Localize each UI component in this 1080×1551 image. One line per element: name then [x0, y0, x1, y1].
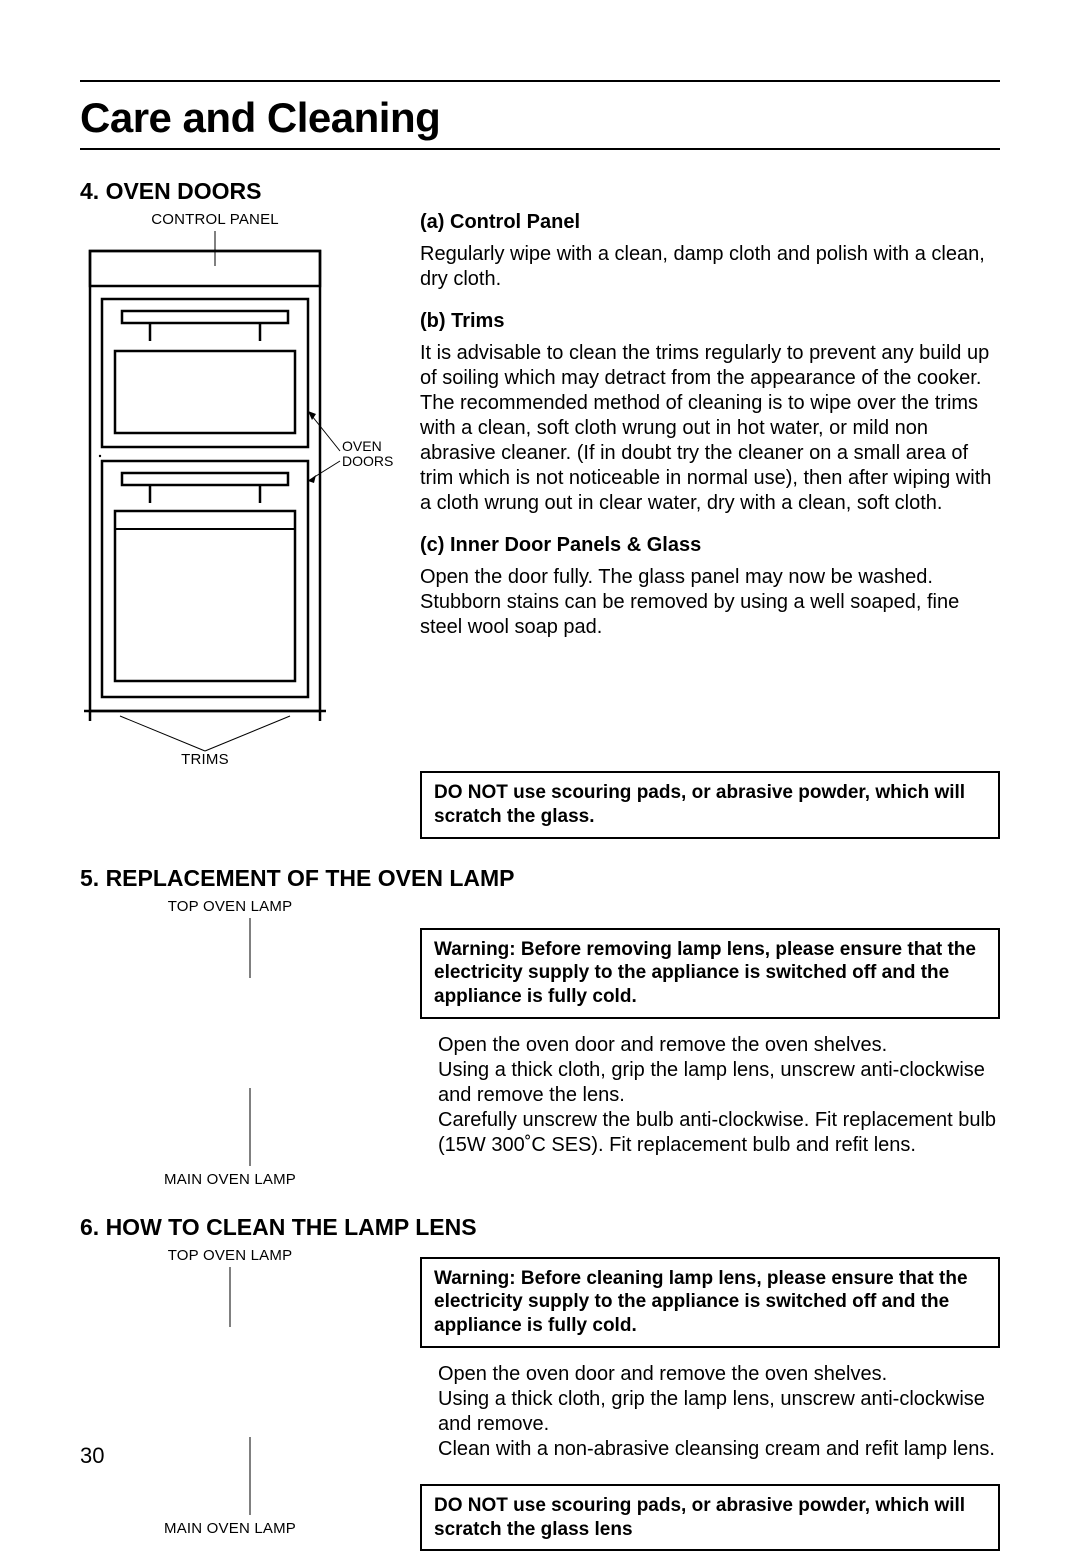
section-oven-doors: 4. OVEN DOORS CONTROL PANEL	[80, 178, 1000, 839]
page-title: Care and Cleaning	[80, 94, 1000, 142]
label-main-oven-lamp-2: MAIN OVEN LAMP	[164, 1520, 296, 1537]
text-section6: Open the oven door and remove the oven s…	[438, 1362, 1000, 1462]
page-number: 30	[80, 1443, 104, 1469]
label-main-oven-lamp-1: MAIN OVEN LAMP	[164, 1171, 296, 1188]
warning-section4: DO NOT use scouring pads, or abrasive po…	[420, 771, 1000, 839]
heading-clean-lens: 6. HOW TO CLEAN THE LAMP LENS	[80, 1214, 1000, 1241]
lamp-diagram-2: TOP OVEN LAMP MAIN OVEN LAMP	[80, 1247, 380, 1537]
section-replacement: 5. REPLACEMENT OF THE OVEN LAMP TOP OVEN…	[80, 865, 1000, 1188]
text-section5: Open the oven door and remove the oven s…	[438, 1033, 1000, 1158]
subhead-b: (b) Trims	[420, 310, 1000, 333]
heading-replacement: 5. REPLACEMENT OF THE OVEN LAMP	[80, 865, 1000, 892]
warning2-section6: DO NOT use scouring pads, or abrasive po…	[420, 1484, 1000, 1551]
subhead-a: (a) Control Panel	[420, 211, 1000, 234]
heading-oven-doors: 4. OVEN DOORS	[80, 178, 1000, 205]
warning-section6: Warning: Before cleaning lamp lens, plea…	[420, 1257, 1000, 1348]
subhead-c: (c) Inner Door Panels & Glass	[420, 534, 1000, 557]
label-oven-doors-2: DOORS	[342, 453, 393, 469]
text-c: Open the door fully. The glass panel may…	[420, 565, 1000, 640]
label-oven-doors: OVEN DOORS	[342, 439, 393, 470]
section-clean-lens: 6. HOW TO CLEAN THE LAMP LENS TOP OVEN L…	[80, 1214, 1000, 1551]
top-rule	[80, 80, 1000, 82]
oven-diagram: CONTROL PANEL	[80, 211, 380, 771]
label-oven-doors-1: OVEN	[342, 438, 382, 454]
bottom-rule	[80, 148, 1000, 150]
text-a: Regularly wipe with a clean, damp cloth …	[420, 242, 1000, 292]
lamp-diagram-1: TOP OVEN LAMP MAIN OVEN LAMP	[80, 898, 380, 1188]
warning-section5: Warning: Before removing lamp lens, plea…	[420, 928, 1000, 1019]
label-trims: TRIMS	[170, 751, 240, 768]
text-b: It is advisable to clean the trims regul…	[420, 341, 1000, 516]
